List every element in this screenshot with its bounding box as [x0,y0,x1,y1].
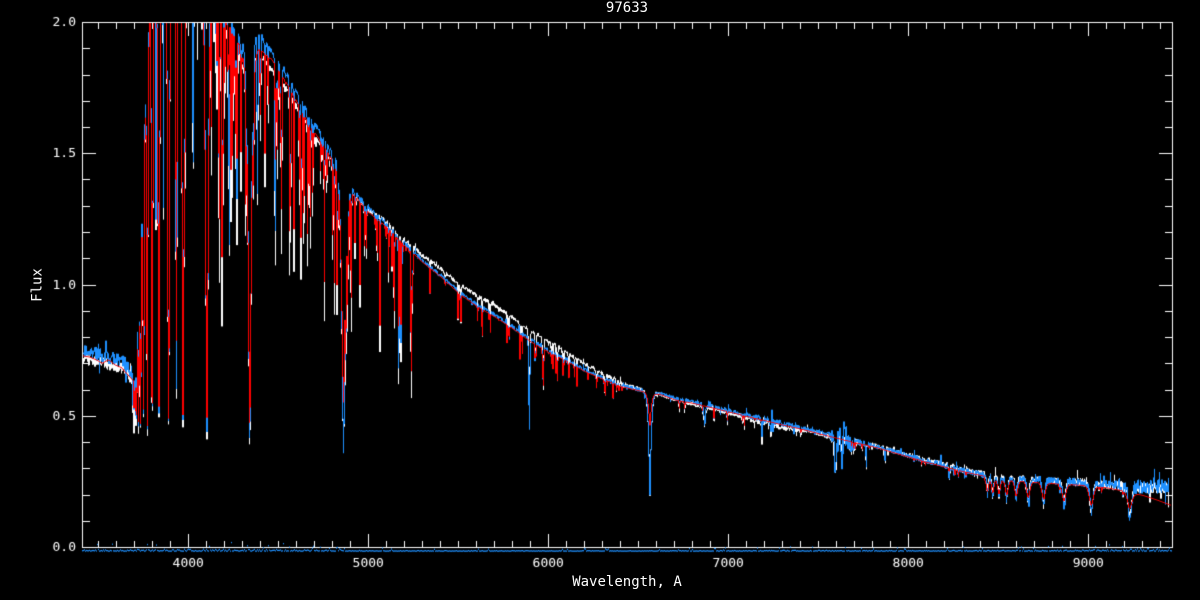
y-axis-label: Flux [29,268,46,302]
x-axis-label: Wavelength, A [572,574,682,590]
chart-title: 97633 [605,0,649,16]
